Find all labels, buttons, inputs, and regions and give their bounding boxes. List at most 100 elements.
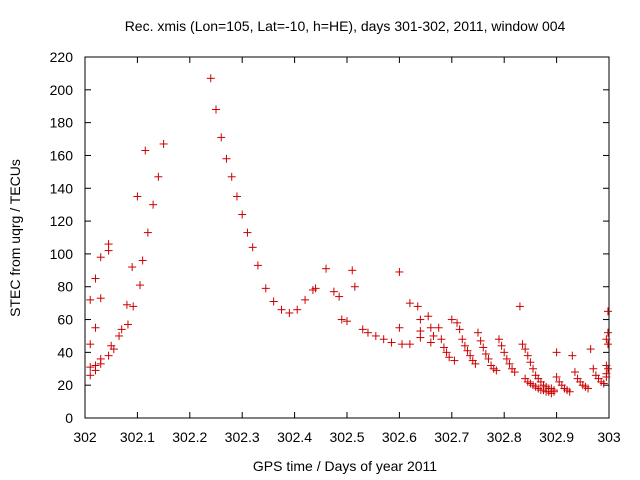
y-tick-label: 140 (50, 180, 74, 196)
data-point (104, 351, 113, 360)
data-point (128, 263, 137, 272)
data-point (494, 335, 503, 344)
data-point (143, 228, 152, 237)
data-point (387, 338, 396, 347)
data-point (117, 325, 126, 334)
x-tick-label: 302 (73, 429, 97, 445)
x-tick-label: 303 (597, 429, 621, 445)
data-point (91, 323, 100, 332)
data-point (426, 323, 435, 332)
data-point (206, 74, 215, 83)
data-point (589, 364, 598, 373)
data-point (232, 192, 241, 201)
x-axis: 302 302.1 302.2 302.3 302.4 302.5 302.6 302.7 30… (73, 57, 621, 445)
data-point (122, 300, 131, 309)
data-point (104, 246, 113, 255)
data-point (497, 341, 506, 350)
data-point (243, 228, 252, 237)
data-point (521, 345, 530, 354)
data-point (293, 305, 302, 314)
data-point (450, 356, 459, 365)
data-point (460, 341, 469, 350)
y-tick-label: 60 (57, 312, 73, 328)
data-point (405, 299, 414, 308)
data-point (526, 358, 535, 367)
data-point (570, 368, 579, 377)
data-point (371, 331, 380, 340)
data-point (149, 200, 158, 209)
data-point (453, 318, 462, 327)
data-point (253, 261, 262, 270)
data-point (133, 192, 142, 201)
data-point (212, 105, 220, 114)
y-axis-label: STEC from uqrg / TECUs (7, 159, 23, 317)
data-point (86, 363, 95, 372)
data-point (86, 340, 95, 349)
y-tick-label: 40 (57, 344, 73, 360)
data-point (602, 361, 611, 370)
data-point (599, 379, 608, 388)
x-tick-label: 302.3 (225, 429, 260, 445)
data-point (363, 328, 372, 337)
data-point (529, 364, 538, 373)
data-point (248, 243, 257, 252)
data-point (222, 154, 231, 163)
data-point (434, 323, 443, 332)
data-point (141, 146, 150, 155)
y-tick-label: 160 (50, 147, 74, 163)
x-axis-label: GPS time / Days of year 2011 (253, 458, 437, 474)
data-point (96, 294, 105, 303)
data-point (358, 325, 367, 334)
data-point (502, 354, 511, 363)
y-tick-label: 80 (57, 279, 73, 295)
data-point (123, 320, 132, 329)
data-point (343, 317, 351, 326)
data-point (586, 345, 595, 354)
data-point (416, 315, 425, 324)
data-point (217, 133, 226, 142)
data-point (86, 371, 95, 380)
data-point (311, 284, 320, 293)
data-point (91, 366, 100, 375)
data-point (492, 366, 501, 375)
data-point (445, 353, 454, 362)
data-point (429, 331, 438, 340)
data-point (238, 210, 247, 219)
data-point (96, 253, 105, 262)
data-point (466, 351, 475, 360)
data-point (439, 343, 448, 352)
data-point (603, 364, 612, 373)
chart-title: Rec. xmis (Lon=105, Lat=-10, h=HE), days… (125, 18, 566, 34)
data-point (337, 315, 346, 324)
data-point (442, 348, 451, 357)
data-point (505, 359, 514, 368)
y-tick-label: 0 (65, 410, 73, 426)
data-point (479, 343, 488, 352)
data-point (138, 256, 147, 265)
data-point (426, 338, 435, 347)
data-point (379, 335, 388, 344)
x-tick-label: 302.8 (487, 429, 522, 445)
data-point (603, 307, 612, 316)
data-point (329, 287, 338, 296)
data-point (301, 295, 310, 304)
data-point (395, 267, 404, 276)
x-tick-label: 302.1 (120, 429, 155, 445)
data-point (518, 340, 527, 349)
data-point (398, 340, 407, 349)
data-point (159, 139, 168, 148)
x-tick-label: 302.7 (434, 429, 469, 445)
data-point (285, 308, 294, 317)
data-point (269, 297, 278, 306)
data-point (474, 328, 482, 337)
data-point (447, 315, 456, 324)
data-point (350, 282, 359, 291)
data-point (603, 328, 612, 337)
data-point (552, 348, 561, 357)
data-point (261, 284, 270, 293)
y-axis: 0 20 40 60 80 100 120 140 160 180 200 220 (50, 49, 609, 426)
data-point (523, 351, 532, 360)
y-tick-label: 100 (50, 246, 74, 262)
data-point (91, 274, 100, 283)
